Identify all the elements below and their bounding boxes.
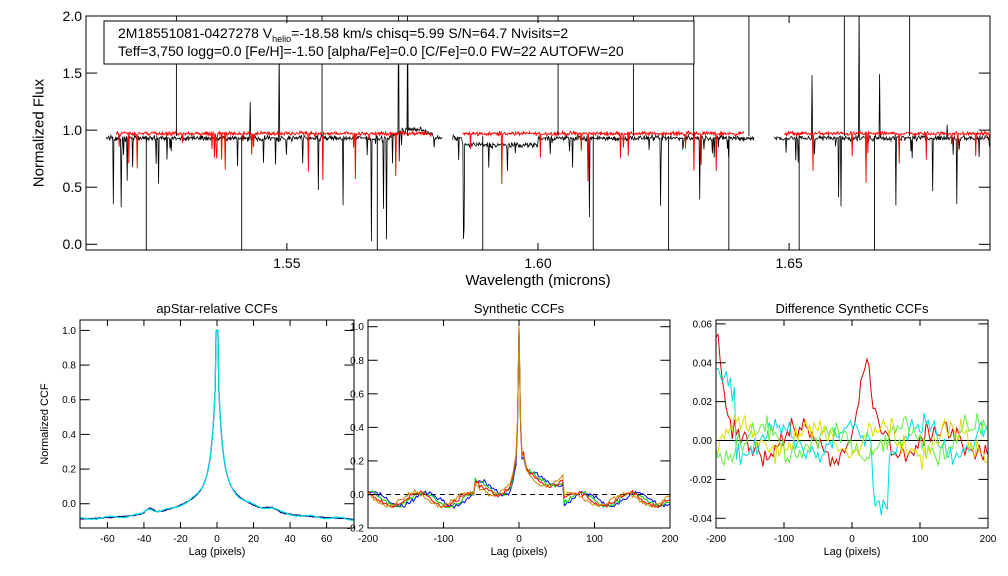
x-axis-label: Lag (pixels): [824, 546, 881, 558]
apstar-ccf-title: apStar-relative CCFs: [156, 301, 278, 316]
synthetic_ccf-panel: [367, 319, 671, 529]
y-tick-label: 0.6: [350, 389, 364, 400]
y-tick-label: 0.2: [350, 456, 364, 467]
y-tick-label: 1.0: [62, 326, 76, 337]
x-tick-label: 1.55: [273, 255, 300, 271]
diff-ccf-d3-line: [716, 412, 988, 467]
spectrum-panel: 2M18551081-0427278 Vhelio=-18.58 km/s ch…: [85, 15, 991, 251]
spectrum-synthetic-line: [784, 129, 990, 183]
diff_ccf-panel: [715, 319, 989, 529]
apstar_ccf-axes-frame: [79, 319, 355, 529]
x-tick-label: -200: [706, 534, 726, 545]
y-tick-label: 0.04: [693, 358, 713, 369]
y-tick-label: -0.04: [689, 514, 712, 525]
y-tick-label: 1.0: [350, 322, 364, 333]
x-tick-label: 200: [980, 534, 997, 545]
x-axis-label: Lag (pixels): [189, 546, 246, 558]
diff_ccf-plot-area: [716, 333, 988, 516]
x-tick-label: 20: [248, 534, 260, 545]
y-tick-label: 0.8: [62, 361, 76, 372]
spectrum-synthetic-line: [462, 129, 745, 184]
y-tick-label: 0.02: [693, 397, 713, 408]
y-tick-label: 2.0: [63, 8, 83, 24]
diff-ccf-title: Difference Synthetic CCFs: [776, 301, 929, 316]
synthetic_ccf-plot-area: [368, 326, 670, 509]
y-tick-label: 0.6: [62, 395, 76, 406]
x-tick-label: 1.65: [775, 255, 802, 271]
apstar_ccf-panel: [79, 319, 355, 529]
spectrum-observed-line: [105, 16, 443, 242]
spectrum-info-box: [103, 20, 695, 65]
x-tick-label: 100: [912, 534, 929, 545]
x-tick-label: 100: [586, 534, 603, 545]
y-tick-label: 0.8: [350, 356, 364, 367]
y-tick-label: -0.02: [689, 475, 712, 486]
diff-ccf-d2-line: [716, 367, 988, 516]
y-tick-label: 0.0: [62, 499, 76, 510]
y-tick-label: 0.4: [350, 423, 364, 434]
y-axis-label: Normalized Flux: [31, 78, 48, 187]
spectrum-synthetic-line: [115, 129, 433, 181]
y-tick-label: 0.0: [350, 490, 364, 501]
x-tick-label: 0: [516, 534, 522, 545]
x-tick-label: 1.60: [524, 255, 551, 271]
x-tick-label: 200: [662, 534, 679, 545]
y-tick-label: 1.0: [63, 122, 83, 138]
y-tick-label: 0.2: [62, 465, 76, 476]
x-tick-label: -20: [173, 534, 188, 545]
y-tick-label: -0.2: [347, 524, 365, 535]
spectrum-observed-line: [452, 133, 755, 240]
x-axis-label: Lag (pixels): [491, 546, 548, 558]
synthetic-ccf-s4-line: [368, 326, 670, 509]
synthetic-ccf-title: Synthetic CCFs: [474, 301, 565, 316]
x-tick-label: 0: [214, 534, 220, 545]
x-tick-label: 40: [285, 534, 297, 545]
x-tick-label: 60: [321, 534, 333, 545]
x-tick-label: -40: [137, 534, 152, 545]
x-tick-label: -60: [100, 534, 115, 545]
diff-ccf-d4-line: [716, 414, 988, 470]
x-tick-label: -100: [433, 534, 453, 545]
apstar-ccf-visit-1-line: [80, 329, 354, 521]
x-tick-label: -100: [774, 534, 794, 545]
x-tick-label: 0: [849, 534, 855, 545]
y-tick-label: 0.4: [62, 430, 76, 441]
y-tick-label: 1.5: [63, 65, 83, 81]
spectrum-title-line2: Teff=3,750 logg=0.0 [Fe/H]=-1.50 [alpha/…: [118, 43, 624, 59]
spectrum-observed-line: [773, 16, 990, 207]
y-tick-label: 0.5: [63, 179, 83, 195]
y-tick-label: 0.06: [693, 319, 713, 330]
apstar-ccf-visit-2-line: [80, 329, 354, 522]
y-tick-label: 0.00: [693, 436, 713, 447]
apstar_ccf-plot-area: [80, 329, 354, 522]
x-tick-label: -200: [358, 534, 378, 545]
x-axis-label: Wavelength (microns): [465, 272, 610, 289]
spectrum-title-line1: 2M18551081-0427278 Vhelio=-18.58 km/s ch…: [118, 25, 568, 44]
y-tick-label: 0.0: [63, 236, 83, 252]
y-axis-label: Normalized CCF: [39, 383, 51, 465]
